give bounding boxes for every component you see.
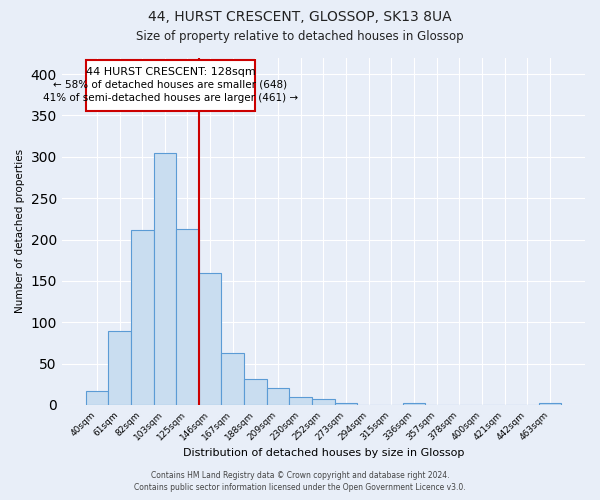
Bar [539, 404, 561, 405]
Text: 41% of semi-detached houses are larger (461) →: 41% of semi-detached houses are larger (… [43, 93, 298, 103]
Bar [267, 388, 289, 405]
Bar [108, 330, 131, 405]
Text: ← 58% of detached houses are smaller (648): ← 58% of detached houses are smaller (64… [53, 80, 287, 90]
X-axis label: Distribution of detached houses by size in Glossop: Distribution of detached houses by size … [183, 448, 464, 458]
Bar [199, 272, 221, 405]
Bar [289, 396, 312, 405]
Text: 44, HURST CRESCENT, GLOSSOP, SK13 8UA: 44, HURST CRESCENT, GLOSSOP, SK13 8UA [148, 10, 452, 24]
Bar [335, 404, 358, 405]
Bar [154, 152, 176, 405]
Text: 44 HURST CRESCENT: 128sqm: 44 HURST CRESCENT: 128sqm [86, 66, 256, 76]
Bar [312, 399, 335, 405]
Bar [86, 391, 108, 405]
Y-axis label: Number of detached properties: Number of detached properties [15, 149, 25, 314]
Bar [403, 404, 425, 405]
Text: Contains HM Land Registry data © Crown copyright and database right 2024.
Contai: Contains HM Land Registry data © Crown c… [134, 471, 466, 492]
Bar [244, 380, 267, 405]
FancyBboxPatch shape [86, 60, 256, 112]
Bar [176, 229, 199, 405]
Bar [131, 230, 154, 405]
Text: Size of property relative to detached houses in Glossop: Size of property relative to detached ho… [136, 30, 464, 43]
Bar [221, 353, 244, 405]
